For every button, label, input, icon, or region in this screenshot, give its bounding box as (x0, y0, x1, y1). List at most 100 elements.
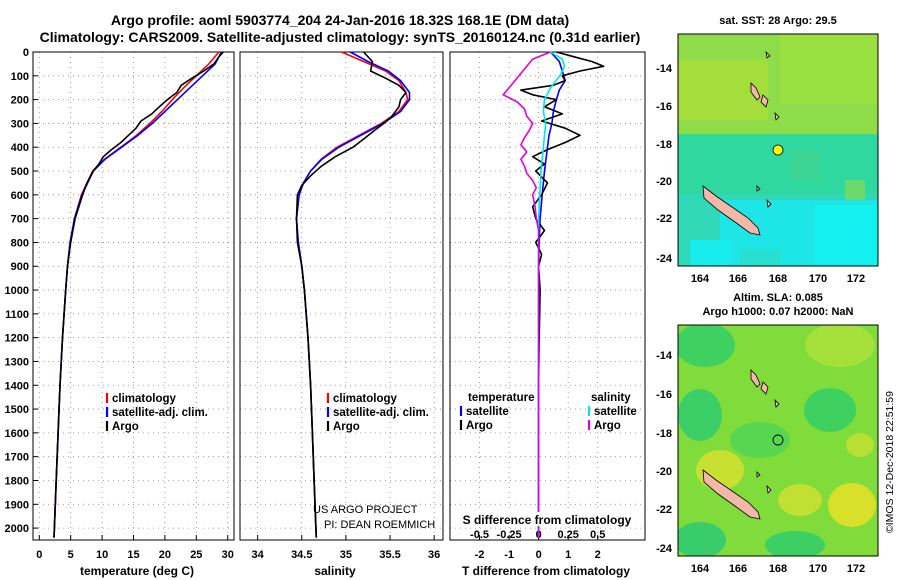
sal-legend-0-label: climatology (333, 393, 398, 405)
svg-text:-18: -18 (656, 139, 672, 151)
svg-text:172: 172 (847, 563, 865, 575)
diff-legend-t-argo-label: Argo (466, 420, 493, 432)
temperature-argo-line (53, 51, 224, 538)
y-tick-label: 1100 (5, 309, 29, 321)
y-tick-label: 300 (11, 118, 29, 130)
annotation-pi: PI: DEAN ROEMMICH (324, 519, 435, 531)
svg-text:172: 172 (847, 273, 865, 285)
s-diff-tick-label: 0.25 (557, 529, 578, 541)
y-tick-label: 0 (23, 47, 29, 59)
sla-y-ticks: -14 -16 -18 -20 -22 -24 (656, 350, 673, 555)
diff-legend-t-sat-label: satellite (466, 406, 509, 418)
diff-legend-s-sat-label: satellite (594, 406, 637, 418)
y-tick-label: 1800 (5, 475, 29, 487)
sla-field (678, 325, 878, 556)
svg-text:-22: -22 (656, 504, 672, 516)
diff-legend-s-argo-label: Argo (594, 420, 621, 432)
sst-land (702, 50, 780, 236)
panel-frame (239, 51, 444, 541)
x-tick-label: 0 (36, 549, 42, 561)
x-tick-label: 35 (340, 549, 352, 561)
svg-text:168: 168 (769, 273, 787, 285)
svg-text:-24: -24 (656, 543, 673, 555)
panel-frame (32, 51, 235, 541)
y-tick-label: 200 (11, 95, 29, 107)
sla-map-title-1: Altim. SLA: 0.085 (733, 292, 823, 304)
svg-text:-16: -16 (656, 101, 672, 113)
s-diff-argo-line (502, 51, 551, 538)
sla-x-ticks: 164 166 168 170 172 (691, 563, 865, 575)
x-tick-label: 1 (565, 549, 571, 561)
salinity-panel: 34 34.5 35 35.5 36 climatology satellite-adj. … (239, 51, 444, 561)
s-difference-label-bg (457, 512, 637, 526)
x-tick-label: 10 (96, 549, 108, 561)
temperature-climatology-line (53, 51, 220, 538)
y-tick-label: 800 (11, 237, 29, 249)
x-tick-label: 36 (428, 549, 440, 561)
temperature-panel: 0 5 10 15 20 25 300100200300400500600700800900… (5, 47, 235, 561)
sal-legend-1-label: satellite-adj. clim. (333, 407, 429, 419)
y-tick-label: 700 (11, 214, 29, 226)
x-tick-label: 34.5 (291, 549, 312, 561)
svg-text:-14: -14 (656, 63, 673, 75)
temp-legend-0-label: climatology (112, 393, 177, 405)
x-tick-label: 34 (252, 549, 265, 561)
x-tick-label: 15 (127, 549, 139, 561)
diff-legend-temp-title: temperature (468, 392, 534, 404)
x-tick-label: 30 (222, 549, 234, 561)
y-tick-label: 500 (11, 166, 29, 178)
s-diff-tick-label: -0.5 (470, 529, 489, 541)
temp-legend-2-label: Argo (112, 421, 139, 433)
sla-map: -14 -16 -18 -20 -22 -24 164 166 168 170 … (656, 324, 879, 575)
svg-text:-24: -24 (656, 253, 673, 265)
svg-text:170: 170 (809, 563, 827, 575)
temperature-axis-label: temperature (deg C) (80, 564, 194, 578)
t-diff-argo-line (520, 51, 605, 538)
svg-text:-16: -16 (656, 389, 672, 401)
sst-map-title: sat. SST: 28 Argo: 29.5 (719, 15, 837, 27)
svg-text:168: 168 (769, 563, 787, 575)
sst-y-ticks: -14 -16 -18 -20 -22 -24 (656, 63, 673, 265)
x-tick-label: -2 (475, 549, 485, 561)
svg-text:-18: -18 (656, 428, 672, 440)
imos-timestamp: ©IMOS 12-Dec-2018 22:51:59 (884, 391, 896, 533)
sst-map-frame (677, 33, 879, 267)
y-tick-label: 1500 (5, 404, 29, 416)
sla-map-frame (677, 324, 879, 557)
y-tick-label: 400 (11, 142, 29, 154)
title-line-2: Climatology: CARS2009. Satellite-adjuste… (40, 29, 641, 45)
sst-field (678, 34, 878, 266)
svg-text:164: 164 (691, 273, 710, 285)
svg-text:-22: -22 (656, 213, 672, 225)
x-tick-label: 0 (536, 549, 542, 561)
svg-text:-20: -20 (656, 466, 672, 478)
x-tick-label: 35.5 (379, 549, 400, 561)
svg-text:-20: -20 (656, 176, 672, 188)
svg-text:166: 166 (729, 563, 747, 575)
svg-text:164: 164 (691, 563, 710, 575)
y-tick-label: 1900 (5, 499, 29, 511)
y-tick-label: 1000 (5, 285, 29, 297)
diff-legend-sal-title: salinity (591, 392, 631, 404)
svg-text:170: 170 (809, 273, 827, 285)
x-tick-label: 20 (159, 549, 171, 561)
annotation-project: US ARGO PROJECT (313, 504, 418, 516)
y-tick-label: 1700 (5, 452, 29, 464)
svg-text:166: 166 (729, 273, 747, 285)
temp-legend-1-label: satellite-adj. clim. (112, 407, 208, 419)
y-tick-label: 600 (11, 190, 29, 202)
sla-land (702, 369, 780, 520)
sla-argo-marker (772, 434, 784, 446)
x-tick-label: 25 (190, 549, 202, 561)
s-diff-tick-label: -0.25 (497, 529, 522, 541)
y-tick-label: 1200 (5, 333, 29, 345)
sst-argo-marker (772, 144, 784, 156)
y-tick-label: 2000 (5, 523, 29, 535)
sal-legend-2-label: Argo (333, 421, 360, 433)
sst-x-ticks: 164 166 168 170 172 (691, 273, 865, 285)
x-tick-label: 2 (595, 549, 601, 561)
t-difference-axis-label: T difference from climatology (462, 564, 630, 578)
sla-map-title-2: Argo h1000: 0.07 h2000: NaN (702, 306, 853, 318)
